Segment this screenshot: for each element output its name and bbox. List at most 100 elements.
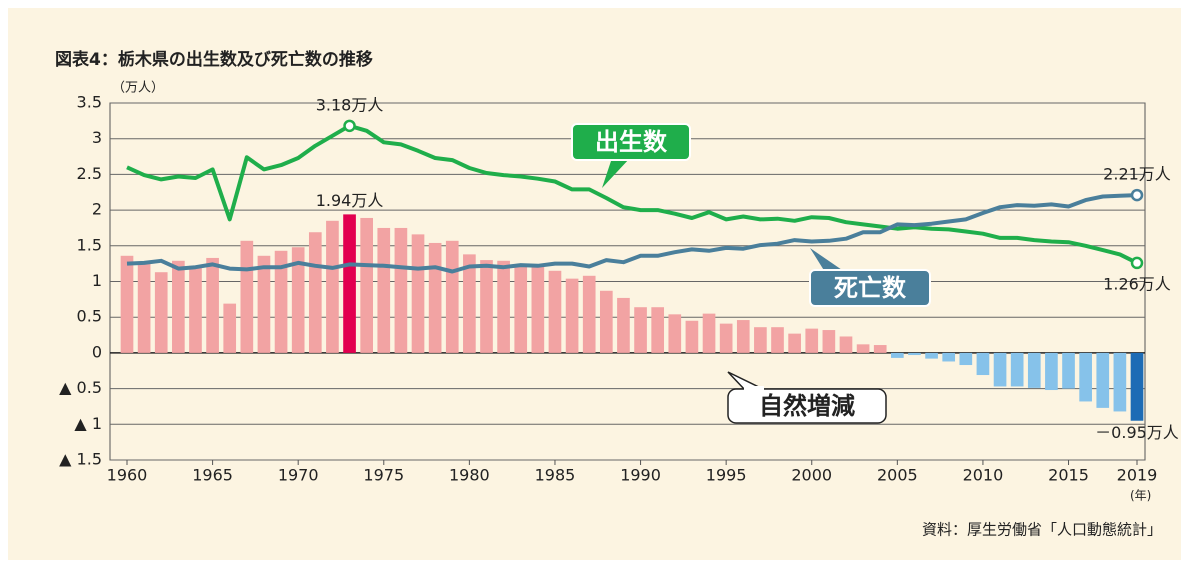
bar xyxy=(189,265,202,353)
y-tick-label: 2 xyxy=(92,200,102,219)
bar xyxy=(1113,352,1127,412)
y-tick-label: 0.5 xyxy=(77,307,102,326)
bar xyxy=(360,217,373,353)
x-tick-label: 2010 xyxy=(963,466,1004,485)
bar xyxy=(274,250,288,353)
bar xyxy=(1027,352,1041,388)
bar xyxy=(702,313,716,353)
data-label: 3.18万人 xyxy=(316,95,384,114)
data-label: 1.94万人 xyxy=(316,191,384,210)
bar xyxy=(582,275,596,353)
y-tick-label: 1.5 xyxy=(77,235,102,254)
bar xyxy=(394,227,408,353)
callout-natural: 自然増減 xyxy=(727,371,887,424)
legend-label: 死亡数 xyxy=(834,274,907,302)
bar xyxy=(445,240,459,353)
bar xyxy=(925,352,938,359)
y-tick-label: ▲ 0.5 xyxy=(59,378,102,397)
bar xyxy=(308,232,322,353)
y-tick-label: 0 xyxy=(92,342,102,361)
y-unit: （万人） xyxy=(112,81,164,96)
point-marker xyxy=(1130,256,1144,270)
legend-label: 出生数 xyxy=(595,128,668,156)
plot: ▲ 1.5 ▲ 1 ▲ 0.5 0 0.5 1 1.5 2 2.5 3 3.5 1960 1965 197… xyxy=(59,93,1179,485)
x-tick-label: 1995 xyxy=(706,466,747,485)
bar xyxy=(326,220,339,353)
bar xyxy=(822,330,836,353)
bar xyxy=(891,352,904,358)
bar xyxy=(291,247,305,353)
data-label: 1.26万人 xyxy=(1103,274,1171,293)
bar xyxy=(377,227,391,353)
bar xyxy=(668,314,682,353)
bar xyxy=(1079,352,1092,402)
x-tick-label: 1960 xyxy=(107,466,148,485)
bar xyxy=(976,352,990,376)
x-tick-label: 1980 xyxy=(449,466,490,485)
x-tick-label: 2000 xyxy=(791,466,832,485)
x-tick-label: 1990 xyxy=(620,466,661,485)
bar xyxy=(754,327,767,353)
bar xyxy=(993,352,1007,387)
bar xyxy=(942,352,956,362)
bar xyxy=(908,352,921,356)
point-marker xyxy=(343,119,356,133)
bar xyxy=(685,320,699,353)
bar xyxy=(599,290,613,353)
bar xyxy=(1130,352,1144,421)
x-unit: (年) xyxy=(1130,489,1151,503)
bar xyxy=(856,344,870,353)
bar xyxy=(873,345,887,353)
bar xyxy=(172,260,185,353)
point-marker xyxy=(1130,188,1144,202)
bar xyxy=(531,265,545,353)
bar xyxy=(1045,352,1058,391)
legend-label: 自然増減 xyxy=(759,392,855,420)
bar xyxy=(428,242,442,353)
bar xyxy=(497,260,510,353)
line xyxy=(126,123,1138,265)
bar xyxy=(1010,352,1024,387)
bar xyxy=(1096,352,1110,408)
data-label: －0.95万人 xyxy=(1095,423,1179,442)
y-tick-label: 3 xyxy=(92,128,102,147)
x-tick-label: 1975 xyxy=(363,466,404,485)
bar xyxy=(805,328,819,353)
source: 資料：厚生労働省「人口動態統計」 xyxy=(922,521,1162,539)
bar xyxy=(959,352,973,366)
bar xyxy=(411,234,425,353)
y-tick-label: 1 xyxy=(92,271,102,290)
bar xyxy=(514,264,528,353)
y-tick-label: ▲ 1 xyxy=(74,414,102,433)
bar xyxy=(154,272,168,353)
x-tick-label: 2019 xyxy=(1117,466,1158,485)
bar xyxy=(788,333,801,353)
bar xyxy=(1062,352,1075,389)
chart-title: 図表4：栃木県の出生数及び死亡数の推移 xyxy=(55,49,373,70)
bar xyxy=(480,260,493,353)
x-tick-label: 2005 xyxy=(877,466,918,485)
bar xyxy=(120,255,134,353)
bar xyxy=(651,307,665,353)
bar xyxy=(206,257,219,353)
bar xyxy=(839,336,853,353)
bar xyxy=(719,323,733,353)
bar xyxy=(771,327,784,353)
bar xyxy=(223,303,237,353)
bar xyxy=(565,278,579,353)
bar xyxy=(343,214,356,353)
callout-births: 出生数 xyxy=(571,123,691,188)
bar xyxy=(617,297,630,353)
bar xyxy=(257,255,271,353)
bar xyxy=(736,320,750,353)
bar xyxy=(240,240,254,353)
x-tick-label: 1985 xyxy=(535,466,576,485)
bar xyxy=(634,307,647,353)
y-tick-label: 3.5 xyxy=(77,93,102,112)
y-tick-label: ▲ 1.5 xyxy=(59,450,102,469)
bar xyxy=(137,261,151,353)
x-tick-label: 2015 xyxy=(1048,466,1089,485)
x-tick-label: 1970 xyxy=(278,466,319,485)
line xyxy=(126,193,1138,274)
